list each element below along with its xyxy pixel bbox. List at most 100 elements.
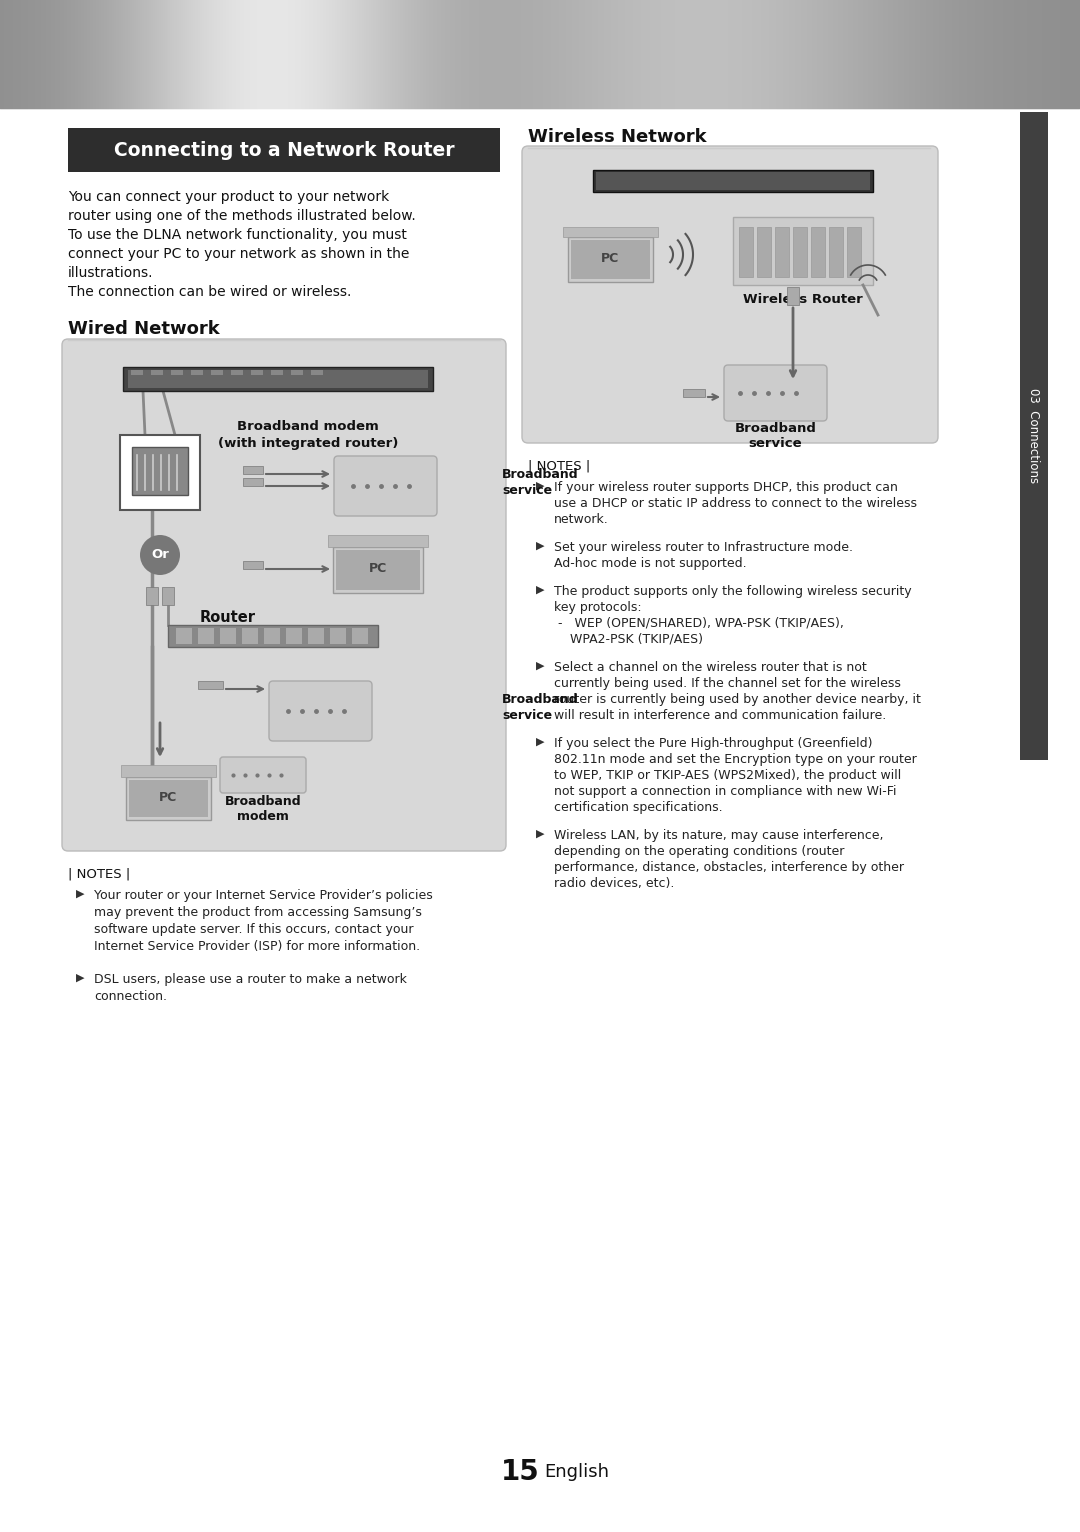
Text: To use the DLNA network functionality, you must: To use the DLNA network functionality, y…	[68, 228, 407, 242]
Text: 15: 15	[501, 1458, 540, 1486]
Text: router using one of the methods illustrated below.: router using one of the methods illustra…	[68, 208, 416, 224]
Text: not support a connection in compliance with new Wi-Fi: not support a connection in compliance w…	[554, 784, 896, 798]
Text: currently being used. If the channel set for the wireless: currently being used. If the channel set…	[554, 677, 901, 689]
Text: If you select the Pure High-throughput (Greenfield): If you select the Pure High-throughput (…	[554, 737, 873, 751]
FancyBboxPatch shape	[334, 457, 437, 516]
Bar	[847, 227, 861, 277]
Bar	[571, 241, 650, 279]
Bar	[198, 628, 214, 643]
Bar	[125, 777, 211, 820]
Bar	[308, 628, 324, 643]
Text: ▶: ▶	[536, 660, 544, 671]
Bar	[328, 535, 428, 547]
Bar	[739, 227, 753, 277]
Bar	[264, 628, 280, 643]
Text: service: service	[502, 484, 552, 496]
Bar	[330, 628, 346, 643]
Circle shape	[140, 535, 180, 574]
FancyBboxPatch shape	[62, 339, 507, 850]
Bar	[757, 227, 771, 277]
Text: Broadband: Broadband	[502, 467, 579, 481]
Bar	[243, 478, 264, 486]
Bar	[593, 170, 873, 192]
Text: Your router or your Internet Service Provider’s policies: Your router or your Internet Service Pro…	[94, 889, 433, 902]
Bar	[733, 218, 873, 285]
Text: network.: network.	[554, 513, 609, 525]
Text: to WEP, TKIP or TKIP-AES (WPS2Mixed), the product will: to WEP, TKIP or TKIP-AES (WPS2Mixed), th…	[554, 769, 901, 781]
Text: certification specifications.: certification specifications.	[554, 801, 723, 813]
Bar	[171, 371, 183, 375]
Bar	[123, 368, 433, 391]
Bar	[151, 371, 163, 375]
Text: The connection can be wired or wireless.: The connection can be wired or wireless.	[68, 285, 351, 299]
Text: ▶: ▶	[76, 973, 84, 984]
Text: Set your wireless router to Infrastructure mode.: Set your wireless router to Infrastructu…	[554, 541, 853, 555]
Text: PC: PC	[159, 791, 177, 804]
Text: Broadband: Broadband	[225, 795, 301, 807]
Bar	[198, 682, 222, 689]
Bar	[333, 547, 423, 593]
Text: PC: PC	[602, 251, 620, 265]
Text: Wired Network: Wired Network	[68, 320, 219, 339]
Bar	[132, 447, 188, 495]
Bar	[146, 587, 158, 605]
Text: Ad-hoc mode is not supported.: Ad-hoc mode is not supported.	[554, 558, 746, 570]
Bar	[311, 371, 323, 375]
Bar	[251, 371, 264, 375]
FancyBboxPatch shape	[269, 682, 372, 741]
Text: Broadband modem: Broadband modem	[238, 420, 379, 434]
Bar	[231, 371, 243, 375]
Text: ▶: ▶	[536, 829, 544, 840]
Bar	[68, 129, 500, 172]
Bar	[243, 466, 264, 473]
Text: ▶: ▶	[536, 481, 544, 490]
Bar	[271, 371, 283, 375]
Text: use a DHCP or static IP address to connect to the wireless: use a DHCP or static IP address to conne…	[554, 496, 917, 510]
Bar	[829, 227, 843, 277]
Text: key protocols:: key protocols:	[554, 601, 642, 614]
Text: depending on the operating conditions (router: depending on the operating conditions (r…	[554, 846, 845, 858]
Text: will result in interference and communication failure.: will result in interference and communic…	[554, 709, 887, 722]
Text: -   WEP (OPEN/SHARED), WPA-PSK (TKIP/AES),: - WEP (OPEN/SHARED), WPA-PSK (TKIP/AES),	[558, 617, 843, 630]
Bar	[811, 227, 825, 277]
Bar	[242, 628, 258, 643]
Bar	[291, 371, 303, 375]
Text: performance, distance, obstacles, interference by other: performance, distance, obstacles, interf…	[554, 861, 904, 873]
Text: The product supports only the following wireless security: The product supports only the following …	[554, 585, 912, 597]
Text: (with integrated router): (with integrated router)	[218, 437, 399, 450]
Bar	[787, 286, 799, 305]
FancyBboxPatch shape	[220, 757, 306, 794]
Bar	[211, 371, 222, 375]
Bar	[176, 628, 192, 643]
Text: Wireless Router: Wireless Router	[743, 293, 863, 306]
Text: DSL users, please use a router to make a network: DSL users, please use a router to make a…	[94, 973, 407, 987]
Text: WPA2-PSK (TKIP/AES): WPA2-PSK (TKIP/AES)	[554, 633, 703, 647]
Text: ▶: ▶	[76, 889, 84, 899]
Bar	[596, 172, 870, 190]
Bar	[243, 561, 264, 568]
Text: software update server. If this occurs, contact your: software update server. If this occurs, …	[94, 922, 414, 936]
Bar	[120, 435, 200, 510]
Text: illustrations.: illustrations.	[68, 267, 153, 280]
Text: Wireless LAN, by its nature, may cause interference,: Wireless LAN, by its nature, may cause i…	[554, 829, 883, 843]
Bar	[121, 764, 216, 777]
Text: Broadband: Broadband	[734, 421, 816, 435]
Text: | NOTES |: | NOTES |	[528, 460, 591, 472]
Text: ▶: ▶	[536, 541, 544, 552]
Bar	[131, 371, 143, 375]
Text: modem: modem	[238, 810, 289, 823]
Text: Wireless Network: Wireless Network	[528, 129, 706, 146]
Text: radio devices, etc).: radio devices, etc).	[554, 876, 674, 890]
Bar	[793, 227, 807, 277]
Text: PC: PC	[369, 562, 387, 576]
Text: service: service	[748, 437, 802, 450]
Text: Broadband: Broadband	[502, 692, 579, 706]
Bar	[191, 371, 203, 375]
Bar	[775, 227, 789, 277]
Bar	[568, 237, 653, 282]
Text: ▶: ▶	[536, 737, 544, 748]
Text: Router: Router	[200, 610, 256, 625]
Text: | NOTES |: | NOTES |	[68, 867, 131, 879]
Text: ▶: ▶	[536, 585, 544, 594]
FancyBboxPatch shape	[522, 146, 939, 443]
